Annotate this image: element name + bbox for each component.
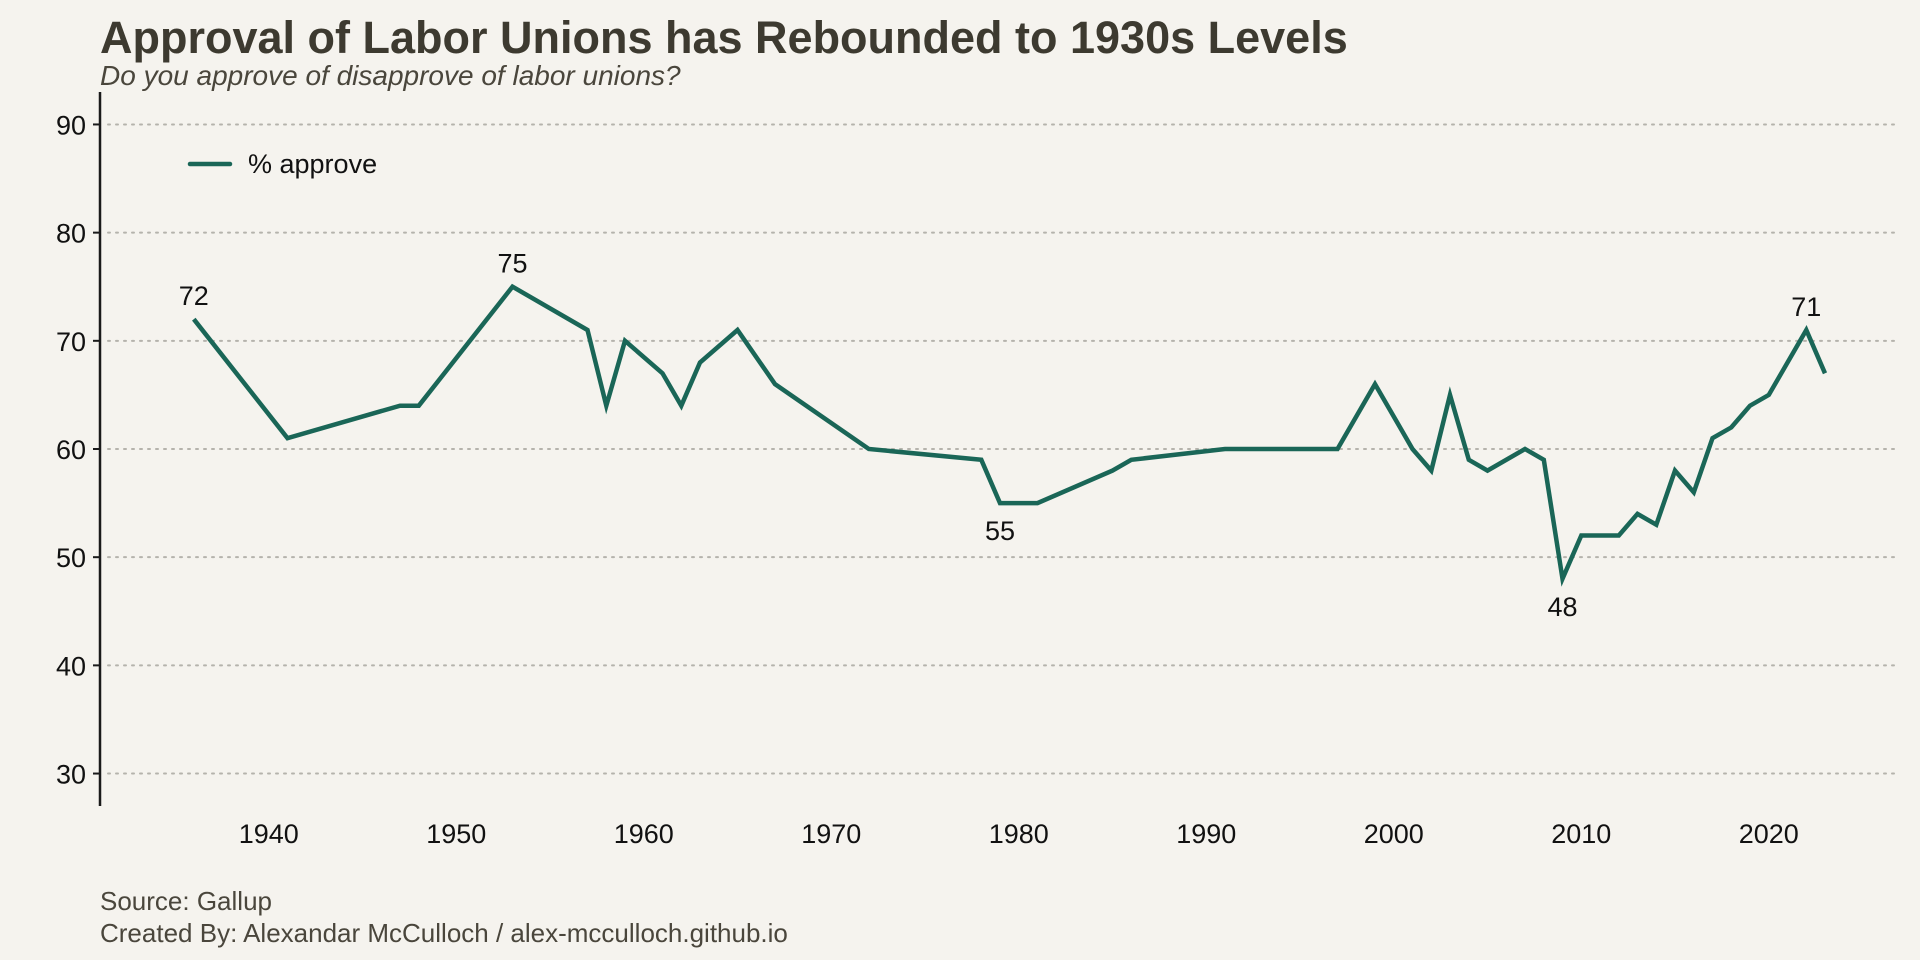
source-note: Source: Gallup: [100, 886, 272, 916]
y-tick-label: 60: [56, 435, 86, 465]
x-tick-label: 1970: [801, 819, 861, 849]
x-tick-label: 2020: [1739, 819, 1799, 849]
data-label: 55: [985, 516, 1015, 546]
data-label: 71: [1791, 292, 1821, 322]
x-tick-label: 1950: [426, 819, 486, 849]
y-tick-label: 90: [56, 110, 86, 140]
y-tick-label: 40: [56, 651, 86, 681]
gridlines: [107, 123, 1901, 775]
series-line: [192, 283, 1828, 587]
legend-label: % approve: [248, 149, 377, 179]
line-chart: 30 40 50 60 70 80 90 1940 1950 1960 1970 1980 1990 2…: [56, 92, 1901, 849]
x-tick-label: 1940: [239, 819, 299, 849]
x-tick-label: 1960: [614, 819, 674, 849]
chart-title: Approval of Labor Unions has Rebounded t…: [100, 12, 1348, 63]
y-axis-ticks: 30 40 50 60 70 80 90: [56, 110, 100, 790]
y-tick-label: 70: [56, 327, 86, 357]
y-tick-label: 30: [56, 760, 86, 790]
chart-subtitle: Do you approve of disapprove of labor un…: [100, 60, 681, 91]
legend: % approve: [187, 149, 377, 179]
data-label: 72: [179, 281, 209, 311]
credit-note: Created By: Alexandar McCulloch / alex-m…: [100, 918, 788, 948]
x-tick-label: 1990: [1176, 819, 1236, 849]
series-layer: [192, 283, 1828, 587]
x-axis-ticks: 1940 1950 1960 1970 1980 1990 2000 2010 2020: [239, 819, 1799, 849]
x-tick-label: 2010: [1551, 819, 1611, 849]
data-label: 48: [1547, 592, 1577, 622]
x-tick-label: 1980: [989, 819, 1049, 849]
y-tick-label: 50: [56, 543, 86, 573]
y-tick-label: 80: [56, 219, 86, 249]
x-tick-label: 2000: [1364, 819, 1424, 849]
data-labels: 72 75 55 48 71: [179, 249, 1822, 622]
data-label: 75: [497, 249, 527, 279]
